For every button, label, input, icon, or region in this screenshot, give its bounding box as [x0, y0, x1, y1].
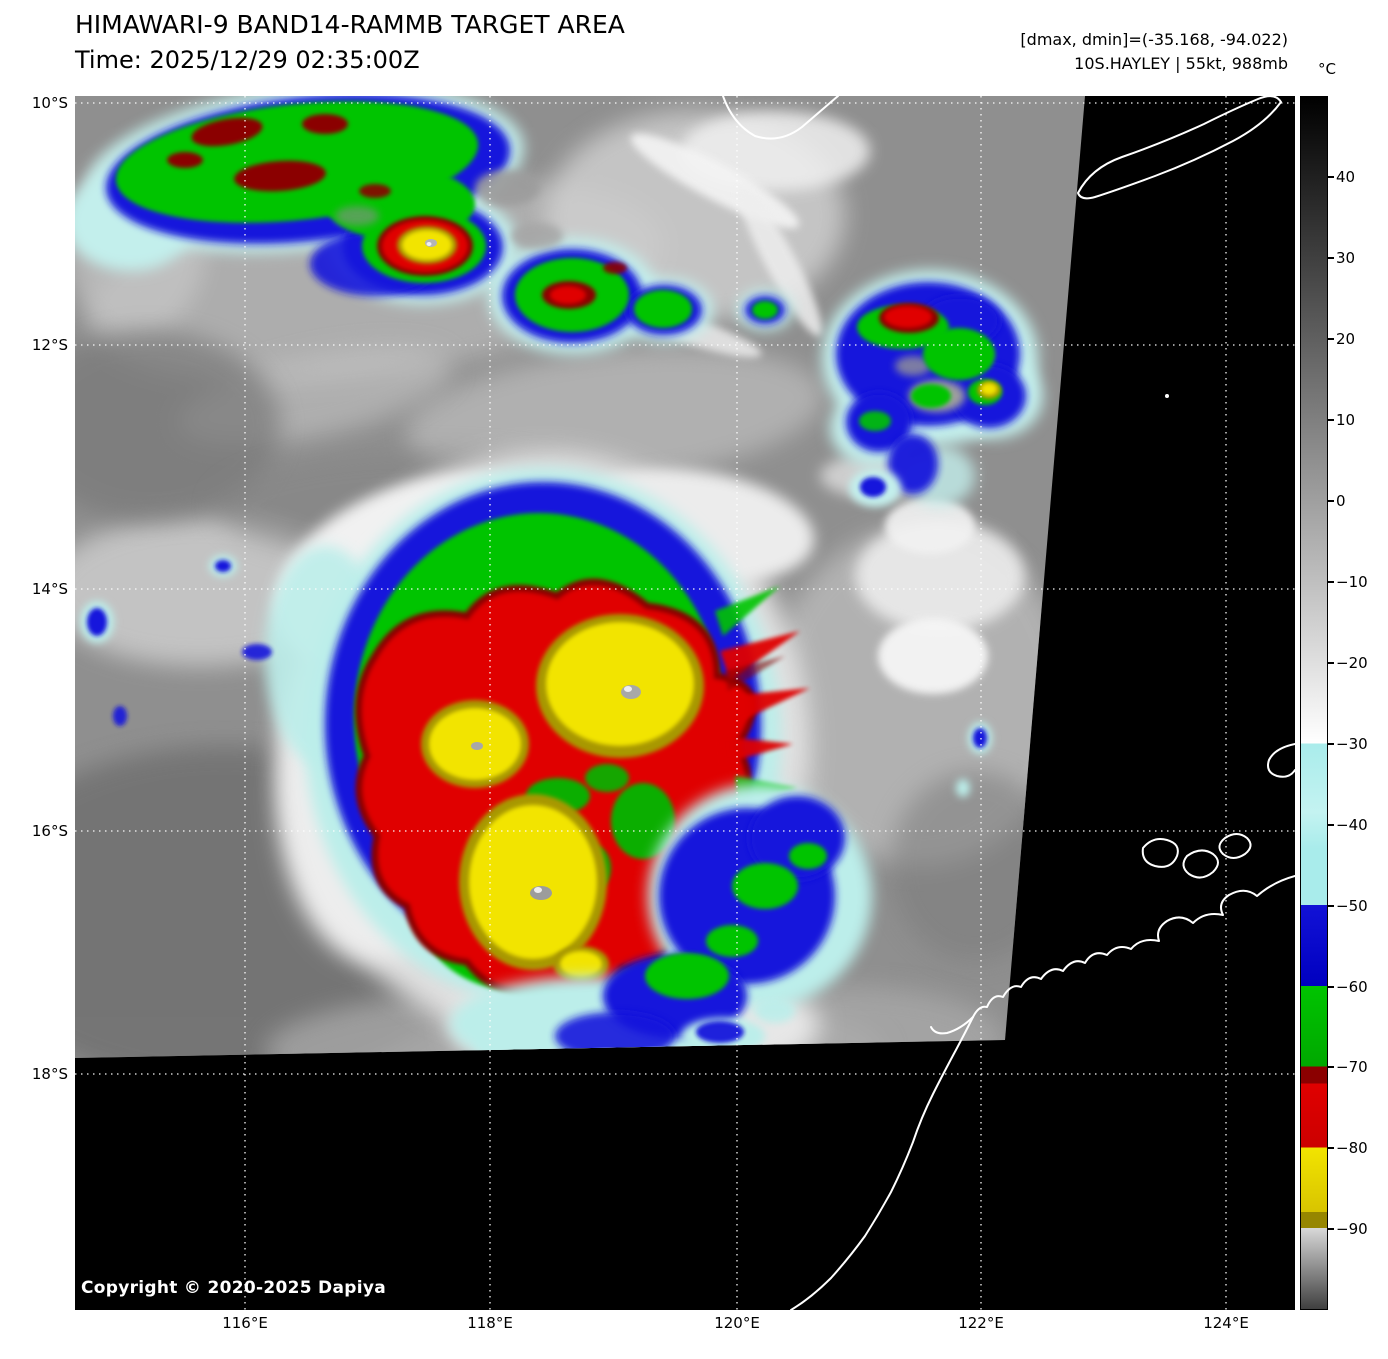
convective-cluster-east [822, 270, 1043, 507]
colorbar-tickmark [1328, 1066, 1334, 1068]
colorbar-unit-label: °C [1318, 60, 1336, 78]
colorbar-tickmark [1328, 1228, 1334, 1230]
colorbar-tickmark [1328, 824, 1334, 826]
dmax-dmin-readout: [dmax, dmin]=(-35.168, -94.022) [1020, 30, 1288, 49]
colorbar-tickmark [1328, 338, 1334, 340]
lon-tick-label: 124°E [1203, 1314, 1249, 1332]
colorbar-tick-label: −60 [1336, 978, 1368, 996]
lon-tick-label: 120°E [714, 1314, 760, 1332]
map-area: Copyright © 2020-2025 Dapiya [75, 96, 1295, 1310]
lon-tick-label: 116°E [222, 1314, 268, 1332]
lat-tick-label: 14°S [31, 580, 68, 598]
colorbar-tickmark [1328, 500, 1334, 502]
cyclone-hayley [265, 451, 872, 1058]
lat-tick-label: 10°S [31, 94, 68, 112]
product-time: Time: 2025/12/29 02:35:00Z [75, 46, 420, 74]
colorbar-tick-label: 20 [1336, 330, 1356, 348]
temperature-colorbar [1300, 96, 1328, 1310]
lat-tick-label: 16°S [31, 822, 68, 840]
copyright-notice: Copyright © 2020-2025 Dapiya [81, 1278, 386, 1298]
colorbar-tick-label: −70 [1336, 1058, 1368, 1076]
cloud-band-north [75, 96, 793, 354]
lat-tick-label: 18°S [31, 1065, 68, 1083]
coastlines [722, 96, 1295, 1310]
product-title: HIMAWARI-9 BAND14-RAMMB TARGET AREA [75, 10, 625, 39]
colorbar-tickmark [1328, 1147, 1334, 1149]
colorbar-tickmark [1328, 419, 1334, 421]
storm-info-readout: 10S.HAYLEY | 55kt, 988mb [1074, 54, 1288, 73]
colorbar-tick-label: −20 [1336, 654, 1368, 672]
isolated-cloud-specks [80, 555, 992, 797]
colorbar-tick-label: −30 [1336, 735, 1368, 753]
colorbar-tickmark [1328, 662, 1334, 664]
colorbar-tick-label: −10 [1336, 573, 1368, 591]
colorbar-tickmark [1328, 743, 1334, 745]
colorbar-tick-label: 10 [1336, 411, 1356, 429]
colorbar-tick-label: 40 [1336, 168, 1356, 186]
colorbar-tickmark [1328, 581, 1334, 583]
lon-tick-label: 118°E [467, 1314, 513, 1332]
lat-tick-label: 12°S [31, 336, 68, 354]
colorbar-tickmark [1328, 986, 1334, 988]
colorbar-tick-label: −40 [1336, 816, 1368, 834]
colorbar-tickmark [1328, 176, 1334, 178]
colorbar-tick-label: 0 [1336, 492, 1346, 510]
colorbar-tick-label: −90 [1336, 1220, 1368, 1238]
colorbar-tickmark [1328, 905, 1334, 907]
colorbar-tick-label: −50 [1336, 897, 1368, 915]
colorbar-tickmark [1328, 257, 1334, 259]
lon-tick-label: 122°E [958, 1314, 1004, 1332]
satellite-imagery-svg [75, 96, 1295, 1310]
colorbar-tick-label: −80 [1336, 1139, 1368, 1157]
grid-lines [75, 96, 1295, 1310]
colorbar-tick-label: 30 [1336, 249, 1356, 267]
